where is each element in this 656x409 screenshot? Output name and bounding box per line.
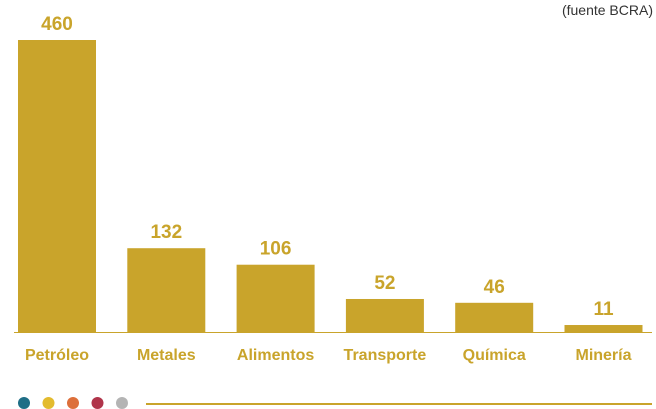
category-label-6: Minería <box>575 347 631 364</box>
bar-6 <box>564 325 643 332</box>
bar-4 <box>345 298 424 332</box>
palette-dots <box>18 397 128 409</box>
bars-group <box>18 40 643 332</box>
palette-dot-2 <box>42 397 55 409</box>
category-label-3: Alimentos <box>237 347 314 364</box>
category-label-5: Química <box>463 347 526 364</box>
palette-dot-3 <box>67 397 79 409</box>
bar-2 <box>127 248 206 332</box>
palette-dot-4 <box>91 397 104 409</box>
category-label-1: Petróleo <box>25 347 89 364</box>
bar-5 <box>455 302 534 332</box>
value-labels-group: 460 132 106 52 46 11 <box>41 14 614 320</box>
palette-dot-5 <box>116 397 128 409</box>
value-label-6: 11 <box>593 299 614 320</box>
value-label-2: 132 <box>150 222 182 243</box>
category-label-4: Transporte <box>344 347 427 364</box>
value-label-4: 52 <box>374 273 395 294</box>
bar-1 <box>18 40 96 332</box>
palette-dot-1 <box>18 397 30 409</box>
bar-3 <box>236 264 315 332</box>
value-label-1: 460 <box>41 14 73 35</box>
category-labels-group: Petróleo Metales Alimentos Transporte Químic… <box>25 347 632 364</box>
source-note: (fuente BCRA) <box>562 2 653 18</box>
value-label-3: 106 <box>260 239 292 260</box>
category-label-2: Metales <box>137 347 196 364</box>
value-label-5: 46 <box>484 277 505 298</box>
